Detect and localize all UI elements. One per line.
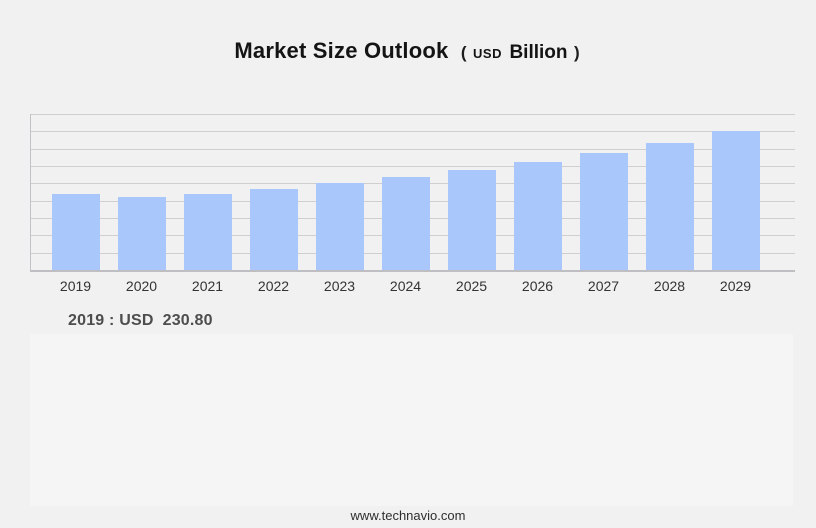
chart-bar-2019 xyxy=(51,193,100,270)
baseline-note-label: 2019 : USD xyxy=(68,312,154,329)
baseline-note-value: 230.80 xyxy=(162,312,213,329)
chart-bar-2023 xyxy=(315,183,364,270)
chart-bar-2025 xyxy=(447,169,496,270)
chart-xlabel-2027: 2027 xyxy=(587,278,620,294)
chart-xlabel-2026: 2026 xyxy=(521,278,554,294)
chart-xlabel-2028: 2028 xyxy=(653,278,686,294)
stats-panel: 7.5% 2025 Year-over-Year ACCELERATING Gr… xyxy=(30,334,793,506)
chart-xlabel-2025: 2025 xyxy=(455,278,488,294)
chart-bar-2029 xyxy=(711,131,760,270)
chart-bar-2024 xyxy=(381,176,430,270)
chart-xlabel-2024: 2024 xyxy=(389,278,422,294)
title-currency: USD xyxy=(473,46,502,61)
title-unit: Billion xyxy=(509,42,568,63)
chart-bar-2027 xyxy=(579,152,628,270)
chart-xlabel-2022: 2022 xyxy=(257,278,290,294)
chart-xlabel-2020: 2020 xyxy=(125,278,158,294)
chart-gridline xyxy=(31,131,795,133)
title-main: Market Size Outlook xyxy=(234,38,449,63)
chart-xlabel-2029: 2029 xyxy=(719,278,752,294)
chart-bar-2021 xyxy=(183,193,232,270)
chart-bar-2026 xyxy=(513,161,562,270)
page-title: Market Size Outlook ( USD Billion ) xyxy=(0,38,816,64)
chart-gridline xyxy=(31,114,795,115)
footer-url: www.technavio.com xyxy=(350,508,466,523)
chart-bar-2020 xyxy=(117,197,166,270)
baseline-note: 2019 : USD 230.80 xyxy=(68,312,213,330)
bar-chart: 2019 2020 2021 2022 2023 2024 2025 2026 2027 2028… xyxy=(30,114,795,294)
chart-xlabel-2023: 2023 xyxy=(323,278,356,294)
title-paren-close: ) xyxy=(573,43,580,62)
chart-bar-2022 xyxy=(249,189,298,270)
chart-xlabel-2019: 2019 xyxy=(59,278,92,294)
chart-gridline xyxy=(31,148,795,150)
chart-bar-2028 xyxy=(645,142,694,270)
chart-xlabel-2021: 2021 xyxy=(191,278,224,294)
chart-gridline xyxy=(31,166,795,167)
title-paren-open: ( xyxy=(460,43,467,62)
